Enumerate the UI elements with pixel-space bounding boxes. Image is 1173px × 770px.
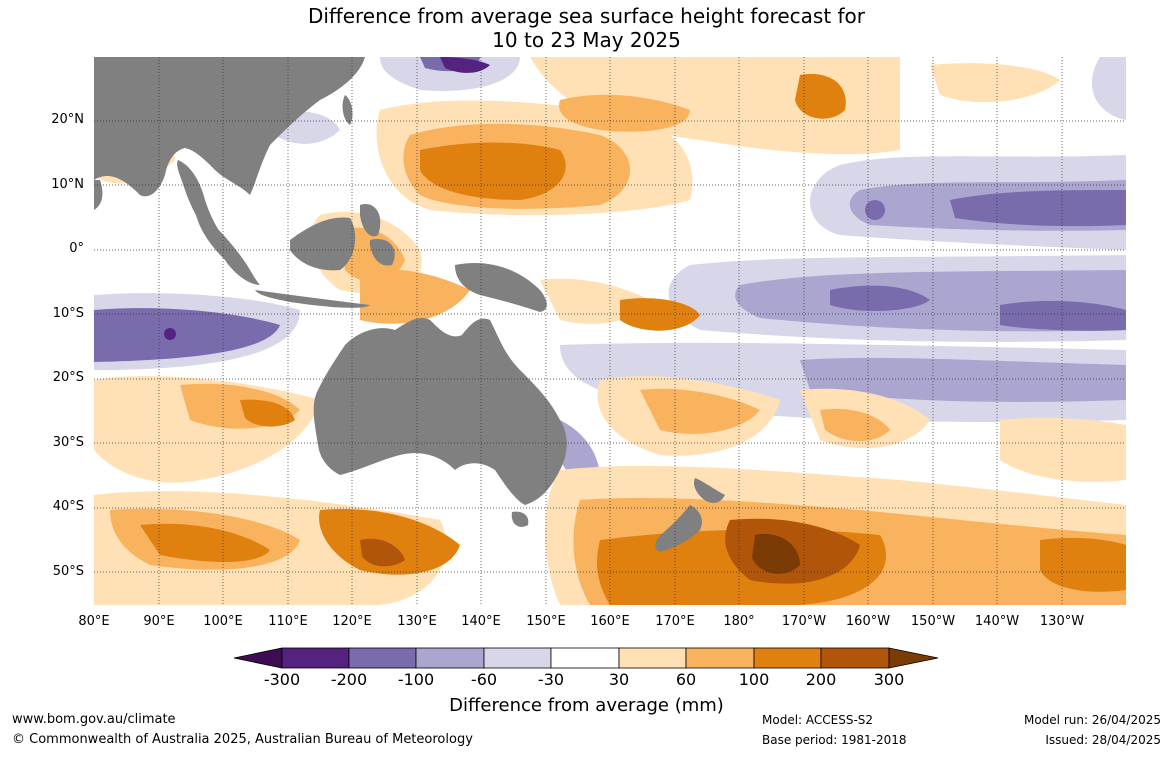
colorbar-swatch-9 bbox=[820, 647, 890, 669]
lon-label-100e: 100°E bbox=[203, 614, 243, 629]
lon-label-170e: 170°E bbox=[655, 614, 695, 629]
lon-label-180: 180° bbox=[723, 614, 755, 629]
colorbar-swatch-2 bbox=[348, 647, 417, 669]
colorbar-swatch-5 bbox=[550, 647, 620, 669]
land-masses bbox=[94, 57, 725, 552]
colorbar-tick-m60: -60 bbox=[470, 670, 498, 689]
lat-label-20s: 20°S bbox=[52, 370, 84, 385]
lat-label-10n: 10°N bbox=[51, 177, 84, 192]
colorbar-tick-m30: -30 bbox=[537, 670, 565, 689]
colorbar-swatch-6 bbox=[618, 647, 687, 669]
lon-label-150w: 150°W bbox=[910, 614, 956, 629]
lon-label-130w: 130°W bbox=[1039, 614, 1085, 629]
model-run-date: Model run: 26/04/2025 bbox=[1023, 713, 1161, 727]
lon-label-120e: 120°E bbox=[332, 614, 372, 629]
colorbar-tick-m300: -300 bbox=[263, 670, 301, 689]
colorbar-swatch-1 bbox=[281, 647, 350, 669]
colorbar-tick-30: 30 bbox=[608, 670, 630, 689]
colorbar bbox=[233, 647, 939, 669]
negative-anomaly-regions bbox=[94, 57, 1126, 605]
map-body bbox=[94, 57, 1126, 605]
colorbar-tick-300: 300 bbox=[873, 670, 905, 689]
colorbar-swatch-7 bbox=[685, 647, 755, 669]
forecast-map bbox=[94, 57, 1126, 605]
lat-label-10s: 10°S bbox=[52, 306, 84, 321]
colorbar-tick-200: 200 bbox=[805, 670, 837, 689]
gridlines bbox=[94, 57, 1126, 605]
lon-label-110e: 110°E bbox=[268, 614, 308, 629]
lon-label-170w: 170°W bbox=[781, 614, 827, 629]
colorbar-swatch-3 bbox=[415, 647, 485, 669]
copyright-text: © Commonwealth of Australia 2025, Austra… bbox=[12, 732, 473, 747]
colorbar-tick-60: 60 bbox=[675, 670, 697, 689]
lon-label-80e: 80°E bbox=[78, 614, 110, 629]
lon-label-150e: 150°E bbox=[526, 614, 566, 629]
title-line-2: 10 to 23 May 2025 bbox=[492, 28, 681, 52]
colorbar-tick-m100: -100 bbox=[397, 670, 435, 689]
colorbar-tick-100: 100 bbox=[738, 670, 770, 689]
lat-label-40s: 40°S bbox=[52, 499, 84, 514]
lon-label-160e: 160°E bbox=[590, 614, 630, 629]
lat-label-20n: 20°N bbox=[51, 112, 84, 127]
model-name: Model: ACCESS-S2 bbox=[762, 713, 874, 727]
website-link[interactable]: www.bom.gov.au/climate bbox=[12, 712, 176, 727]
colorbar-swatch-8 bbox=[753, 647, 822, 669]
title-line-1: Difference from average sea surface heig… bbox=[307, 4, 866, 28]
lon-label-90e: 90°E bbox=[143, 614, 175, 629]
positive-anomaly-regions bbox=[94, 57, 1126, 605]
colorbar-title: Difference from average (mm) bbox=[449, 695, 724, 716]
colorbar-arrow-high bbox=[888, 647, 939, 669]
lon-label-130e: 130°E bbox=[397, 614, 437, 629]
colorbar-arrow-low bbox=[233, 647, 283, 669]
lon-label-140w: 140°W bbox=[974, 614, 1020, 629]
lon-label-140e: 140°E bbox=[461, 614, 501, 629]
map-title: Difference from average sea surface heig… bbox=[0, 4, 1173, 52]
lat-label-0: 0° bbox=[69, 241, 84, 256]
lat-label-30s: 30°S bbox=[52, 435, 84, 450]
base-period: Base period: 1981-2018 bbox=[762, 733, 907, 747]
issued-date: Issued: 28/04/2025 bbox=[1045, 733, 1161, 747]
lat-label-50s: 50°S bbox=[52, 564, 84, 579]
colorbar-swatch-4 bbox=[483, 647, 552, 669]
colorbar-tick-m200: -200 bbox=[330, 670, 368, 689]
lon-label-160w: 160°W bbox=[845, 614, 891, 629]
